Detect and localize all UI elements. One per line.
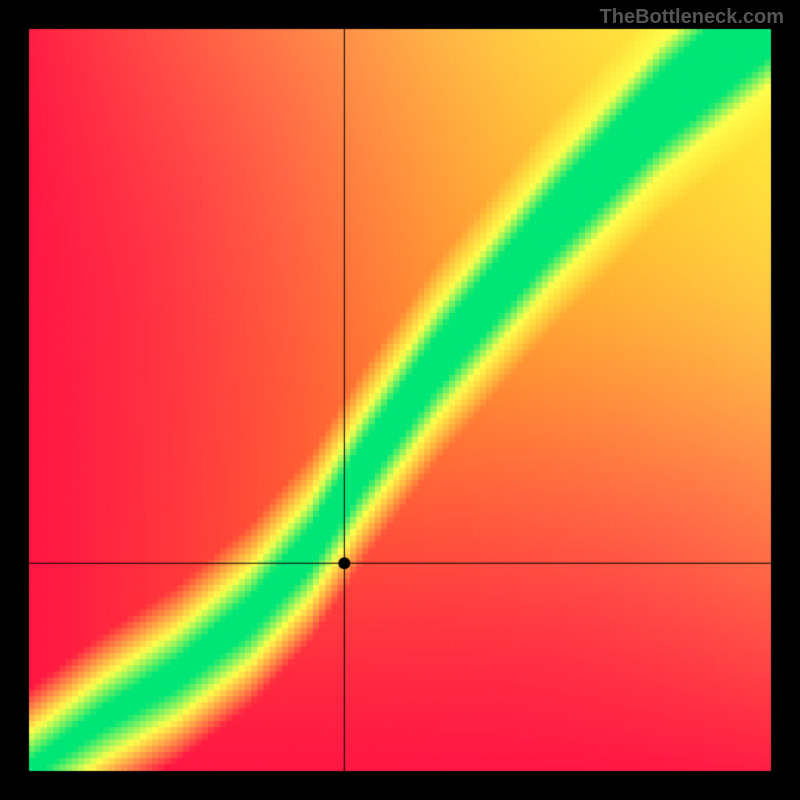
heatmap-canvas <box>0 0 800 800</box>
watermark-text: TheBottleneck.com <box>600 6 784 29</box>
chart-container: TheBottleneck.com <box>0 0 800 800</box>
